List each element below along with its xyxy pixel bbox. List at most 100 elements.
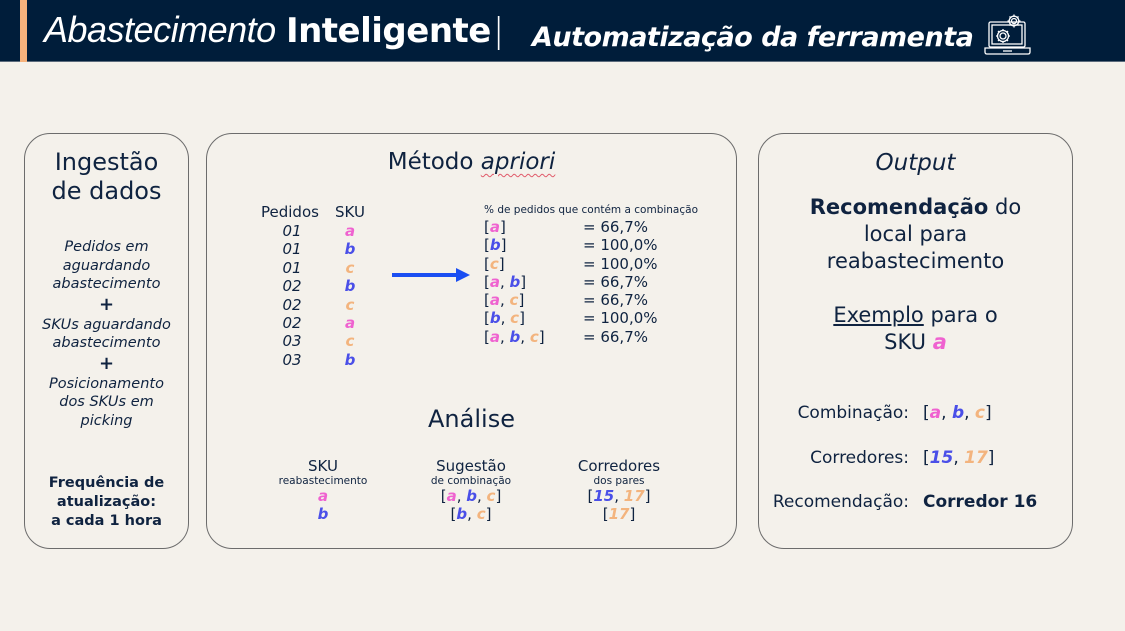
source-text: abastecimento [52, 335, 161, 351]
rec-bold: Recomendação [809, 195, 989, 219]
order-id: 03 [282, 350, 302, 369]
combination-set: [c] [484, 254, 505, 273]
order-row: 01 a [261, 222, 365, 240]
order-id: 01 [282, 222, 302, 240]
sku-c: c [509, 291, 519, 310]
plus-icon: + [98, 352, 115, 374]
sku-c: c [489, 254, 499, 273]
sku-c: c [974, 403, 985, 423]
update-frequency: Frequência de atualização: a cada 1 hora [25, 474, 188, 531]
source-text: dos SKUs em [59, 394, 154, 410]
order-sku: b [335, 277, 365, 295]
combination-percent: = 100,0% [583, 309, 658, 328]
analysis-corridors: [15, 17] [587, 487, 651, 505]
sku-b: b [344, 240, 356, 259]
orders-rows: 01 a 01 b 01 c 02 b 02 c 02 a 03 c 03 b [261, 222, 365, 369]
source-text: SKUs aguardando [42, 316, 171, 333]
source-text: Pedidos em [64, 239, 149, 255]
col-subheader: dos pares [593, 475, 645, 487]
order-sku: c [335, 296, 365, 314]
sku-a: a [446, 487, 457, 505]
combination-set: [a, c] [484, 291, 525, 310]
combination-set: [b, c] [484, 309, 525, 328]
combination-value: [a, b, c] [923, 403, 992, 423]
sku-c: c [345, 332, 355, 351]
order-row: 03 b [261, 351, 365, 369]
source-text: aguardando [62, 257, 151, 274]
order-sku: a [335, 314, 365, 332]
method-title-text: Método [387, 149, 474, 175]
order-id: 02 [282, 314, 302, 333]
sku-b: b [456, 505, 468, 523]
sku-b: b [509, 327, 521, 346]
combination-row: [a, b] = 66,7% [484, 273, 698, 291]
sku-a: a [489, 291, 500, 310]
corridor-number: 15 [593, 487, 615, 505]
combination-label: Combinação: [797, 403, 909, 423]
method-title-italic: apriori [480, 149, 556, 175]
col-header: Corredores [577, 457, 661, 475]
analysis-col-corridors: Corredores dos pares [15, 17] [17] [559, 457, 679, 523]
sku-b: b [466, 487, 477, 505]
combination-set: [a, b] [484, 272, 527, 291]
order-id: 03 [282, 332, 302, 351]
header-pedidos: Pedidos [261, 203, 319, 221]
method-panel: Método apriori Pedidos SKU 01 a 01 b 01 c 02 b 0… [206, 133, 737, 549]
output-title: Output [875, 150, 956, 176]
sku-c: c [476, 505, 486, 523]
combination-set: [b] [484, 236, 507, 255]
analysis-col-combo: Sugestão de combinação [a, b, c] [b, c] [411, 457, 531, 523]
sku-b: b [951, 403, 965, 423]
col-header: SKU [308, 457, 338, 475]
example-text: SKU [884, 330, 927, 354]
source-skus: SKUs aguardando abastecimento [25, 316, 188, 353]
corridors-label: Corredores: [810, 448, 909, 468]
header-accent-stripe [20, 0, 27, 62]
sku-c: c [529, 327, 539, 346]
analysis-combo: [a, b, c] [440, 487, 502, 505]
sku-b: b [317, 505, 329, 523]
sku-b: b [509, 272, 521, 291]
combination-row: [b] = 100,0% [484, 236, 698, 254]
header-bar: Abastecimento Inteligente| Automatização… [0, 0, 1125, 62]
analysis-corridors: [17] [602, 505, 636, 523]
combinations-header: % de pedidos que contém a combinação [484, 204, 698, 216]
combinations-list: % de pedidos que contém a combinação [a]… [484, 204, 698, 346]
title-separator: | [492, 11, 504, 51]
page-title: Abastecimento Inteligente| [44, 10, 504, 52]
rec-text: local para [863, 222, 968, 246]
analysis-sku: b [263, 505, 383, 523]
sku-a: a [929, 403, 942, 423]
sku-a: a [344, 314, 356, 333]
combination-percent: = 100,0% [583, 236, 658, 255]
combination-set: [a, b, c] [484, 327, 545, 346]
source-text: picking [80, 412, 133, 429]
orders-table: Pedidos SKU 01 a 01 b 01 c 02 b 02 c 02 a 03 c 03 b [261, 202, 365, 369]
order-row: 01 b [261, 240, 365, 258]
order-sku: b [335, 240, 365, 258]
example-underlined: Exemplo [833, 303, 924, 327]
example-text: para o [923, 303, 998, 327]
example-recommendation: Recomendação: Corredor 16 [759, 491, 1072, 513]
source-pedidos: Pedidos em aguardando abastecimento [25, 238, 188, 294]
ingestion-panel: Ingestão de dados Pedidos em aguardando … [24, 133, 189, 549]
page-subtitle: Automatização da ferramenta [532, 22, 974, 53]
frequency-text: Frequência de [48, 475, 165, 491]
ingestion-title: Ingestão de dados [25, 148, 188, 206]
combination-rows: [a] = 66,7% [b] = 100,0% [c] = 100,0% [a, b] = … [484, 218, 698, 346]
orders-table-header: Pedidos SKU [261, 202, 365, 222]
corridor-number: 17 [964, 448, 988, 468]
order-sku: c [335, 332, 365, 350]
rec-text: reabastecimento [826, 249, 1005, 273]
example-sku: a [932, 330, 947, 354]
ingestion-sources: Pedidos em aguardando abastecimento + SK… [25, 238, 188, 430]
sku-a: a [489, 327, 500, 346]
sku-b: b [489, 309, 501, 328]
col-subheader: reabastecimento [278, 475, 368, 487]
combination-percent: = 66,7% [583, 327, 648, 346]
col-values: [15, 17] [17] [559, 487, 679, 523]
col-header: Sugestão [436, 457, 506, 475]
order-sku: a [335, 222, 365, 240]
